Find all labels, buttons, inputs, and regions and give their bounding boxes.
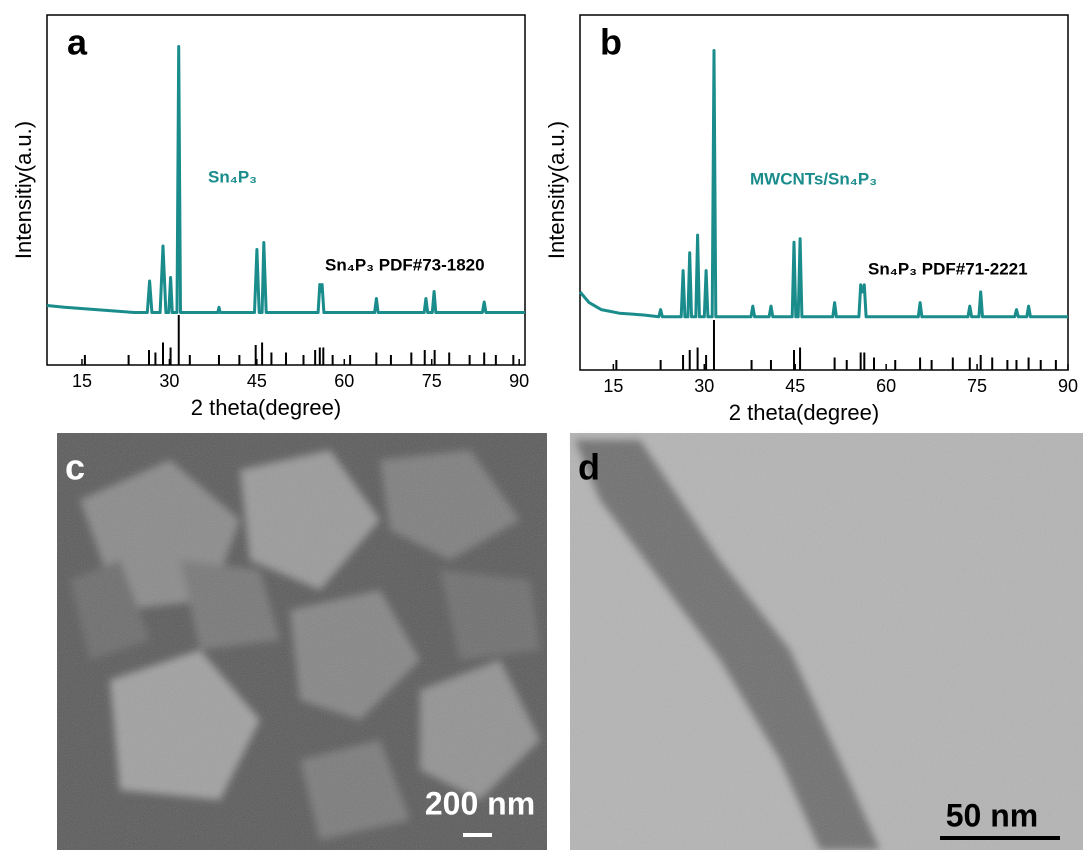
x-tick-label: 30 xyxy=(694,376,714,396)
series-label: Sn₄P₃ xyxy=(208,167,257,186)
xrd-pattern xyxy=(46,45,525,314)
x-tick-label: 45 xyxy=(247,371,267,391)
x-tick-label: 60 xyxy=(876,376,896,396)
x-tick-label: 15 xyxy=(603,376,623,396)
panel-label: b xyxy=(600,22,622,63)
x-tick-label: 75 xyxy=(967,376,987,396)
scale-bar-label: 50 nm xyxy=(946,797,1038,833)
panel-label: d xyxy=(578,447,600,488)
sem-image xyxy=(57,433,547,850)
x-tick-label: 90 xyxy=(1058,376,1078,396)
series-label: Sn₄P₃ PDF#73-1820 xyxy=(325,255,485,274)
x-tick-label: 60 xyxy=(334,371,354,391)
y-axis-label: Intensitiy(a.u.) xyxy=(11,121,36,259)
x-tick-label: 15 xyxy=(72,371,92,391)
x-tick-label: 45 xyxy=(785,376,805,396)
scale-bar-label: 200 nm xyxy=(425,785,535,821)
x-tick-label: 30 xyxy=(159,371,179,391)
x-axis-label: 2 theta(degree) xyxy=(191,395,341,420)
x-tick-label: 90 xyxy=(509,371,529,391)
panel-label: a xyxy=(67,22,88,63)
panel-label: c xyxy=(65,447,85,488)
series-label: MWCNTs/Sn₄P₃ xyxy=(750,169,877,188)
plot-frame xyxy=(579,14,1069,371)
x-axis-label: 2 theta(degree) xyxy=(729,400,879,425)
x-tick-label: 75 xyxy=(422,371,442,391)
y-axis-label: Intensitiy(a.u.) xyxy=(544,121,569,259)
series-label: Sn₄P₃ PDF#71-2221 xyxy=(868,259,1028,278)
tem-image xyxy=(570,433,1083,850)
xrd-pattern xyxy=(578,49,1068,319)
